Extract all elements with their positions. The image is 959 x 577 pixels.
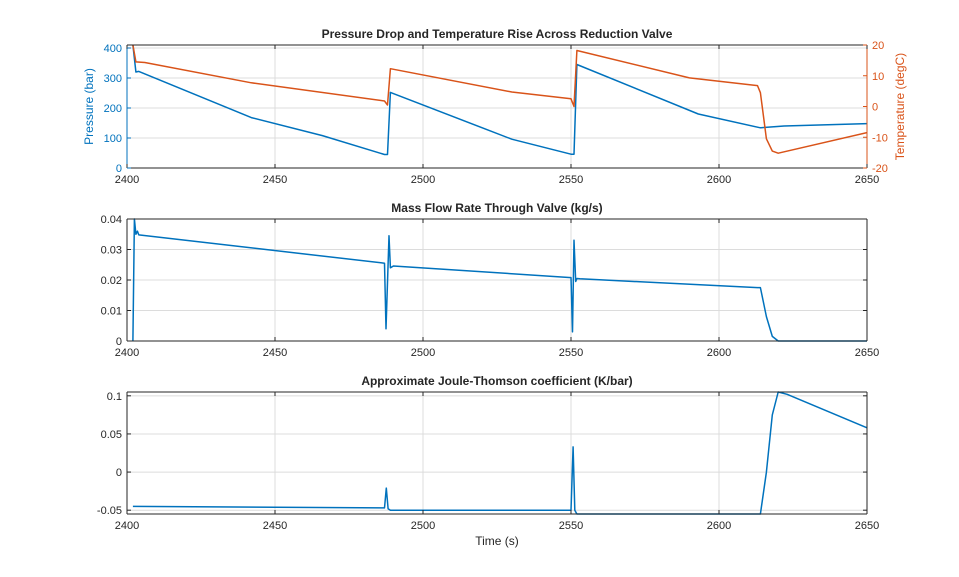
y-tick-label: 300 [104,73,122,85]
x-tick-label: 2500 [411,520,435,532]
series-line-pressure [132,44,867,156]
x-tick-label: 2450 [263,174,287,186]
series-line-jt-coefficient [132,391,867,515]
y-right-tick-label: 0 [872,102,878,114]
chart-title: Approximate Joule-Thomson coefficient (K… [361,374,632,388]
y-tick-label: 200 [104,103,122,115]
chart-panel-3: 2400 2450 2500 2550 2600 2650 -0.05 0 0.05 0.1 App… [97,374,879,548]
y-tick-label: 0.04 [101,214,122,226]
x-tick-label: 2550 [559,174,583,186]
x-tick-label: 2450 [263,520,287,532]
chart-title: Pressure Drop and Temperature Rise Acros… [322,27,673,41]
y-right-axis-label: Temperature (degC) [893,53,907,160]
y-tick-label: 0.03 [101,245,122,257]
x-tick-label: 2400 [115,520,139,532]
y-tick-label: 0.02 [101,275,122,287]
y-tick-label: 0 [116,336,122,348]
chart-panel-1: 2400 2450 2500 2550 2600 26500100200300400-20… [82,27,907,186]
y-right-tick-label: 10 [872,71,884,83]
x-tick-label: 2550 [559,520,583,532]
y-tick-label: -0.05 [97,505,122,517]
y-axis-label: Pressure (bar) [82,68,96,145]
x-tick-label: 2450 [263,347,287,359]
x-tick-label: 2600 [707,347,731,359]
x-tick-label: 2600 [707,174,731,186]
series-line-mass-flow-rate [132,218,867,342]
x-axis-label: Time (s) [475,534,519,548]
x-tick-label: 2650 [855,347,879,359]
x-tick-label: 2650 [855,520,879,532]
y-tick-label: 0 [116,467,122,479]
series-line-temperature [132,44,867,154]
x-tick-label: 2400 [115,347,139,359]
y-tick-label: 0 [116,163,122,175]
y-tick-label: 0.05 [101,429,122,441]
y-tick-label: 100 [104,133,122,145]
plot-area [127,392,867,514]
y-right-tick-label: -10 [872,132,888,144]
x-tick-label: 2650 [855,174,879,186]
chart-panel-2: 2400 2450 2500 2550 2600 2650 0 0.01 0.02 0.03 0.0… [101,201,880,359]
y-tick-label: 400 [104,43,122,55]
y-right-tick-label: -20 [872,163,888,175]
x-tick-label: 2400 [115,174,139,186]
plot-area [127,45,867,168]
y-right-tick-label: 20 [872,40,884,52]
x-tick-label: 2550 [559,347,583,359]
y-tick-label: 0.01 [101,306,122,318]
x-tick-label: 2500 [411,174,435,186]
x-tick-label: 2600 [707,520,731,532]
y-tick-label: 0.1 [107,391,122,403]
chart-title: Mass Flow Rate Through Valve (kg/s) [391,201,602,215]
x-tick-label: 2500 [411,347,435,359]
